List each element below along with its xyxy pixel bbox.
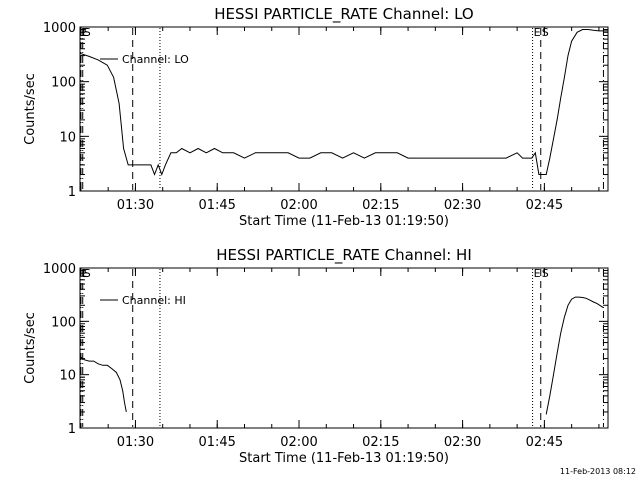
x-tick-label: 02:45 xyxy=(526,198,563,213)
x-tick-label: 01:45 xyxy=(198,435,235,450)
y-axis-label: Counts/sec xyxy=(23,312,38,384)
footer-timestamp: 11-Feb-2013 08:12 xyxy=(560,467,636,476)
x-tick-label: 01:45 xyxy=(198,198,235,213)
event-marker-label: E xyxy=(82,26,89,39)
x-axis-label: Start Time (11-Feb-13 01:19:50) xyxy=(239,214,449,229)
hi-channel-panel: HESSI PARTICLE_RATE Channel: HI Counts/se… xyxy=(23,246,609,466)
x-tick-label: 02:15 xyxy=(362,198,399,213)
event-marker-label: E xyxy=(534,26,541,39)
event-marker-label: S xyxy=(84,26,91,39)
event-marker-label: S xyxy=(542,267,549,280)
event-marker-label: E xyxy=(534,267,541,280)
legend-label: Channel: HI xyxy=(122,294,186,307)
y-tick-label: 1000 xyxy=(43,21,76,36)
lo-channel-panel: HESSI PARTICLE_RATE Channel: LO Counts/se… xyxy=(23,5,609,229)
plot-frame xyxy=(79,26,609,192)
x-tick-label: 02:45 xyxy=(526,435,563,450)
series-line xyxy=(79,29,608,176)
x-tick-label: 01:30 xyxy=(117,435,154,450)
legend-label: Channel: LO xyxy=(122,53,189,66)
x-tick-label: 01:30 xyxy=(117,198,154,213)
x-tick-label: 02:00 xyxy=(280,198,317,213)
chart-title: HESSI PARTICLE_RATE Channel: LO xyxy=(214,5,473,24)
y-tick-label: 1000 xyxy=(43,262,76,277)
x-tick-label: 02:15 xyxy=(362,435,399,450)
chart-title: HESSI PARTICLE_RATE Channel: HI xyxy=(216,246,472,265)
event-marker-label: E xyxy=(82,267,89,280)
x-tick-label: 02:00 xyxy=(280,435,317,450)
event-marker-label: S xyxy=(542,26,549,39)
series-line xyxy=(545,296,604,415)
y-tick-label: 100 xyxy=(51,76,76,91)
plot-frame xyxy=(79,267,609,429)
y-tick-label: 10 xyxy=(59,130,76,145)
y-tick-label: 1 xyxy=(68,422,76,437)
y-tick-label: 1 xyxy=(68,185,76,200)
y-axis-label: Counts/sec xyxy=(23,73,38,145)
event-marker-label: S xyxy=(84,267,91,280)
y-tick-label: 10 xyxy=(59,369,76,384)
series-line xyxy=(79,356,127,412)
x-tick-label: 02:30 xyxy=(444,198,481,213)
x-axis-label: Start Time (11-Feb-13 01:19:50) xyxy=(239,451,449,466)
y-tick-label: 100 xyxy=(51,315,76,330)
x-tick-label: 02:30 xyxy=(444,435,481,450)
